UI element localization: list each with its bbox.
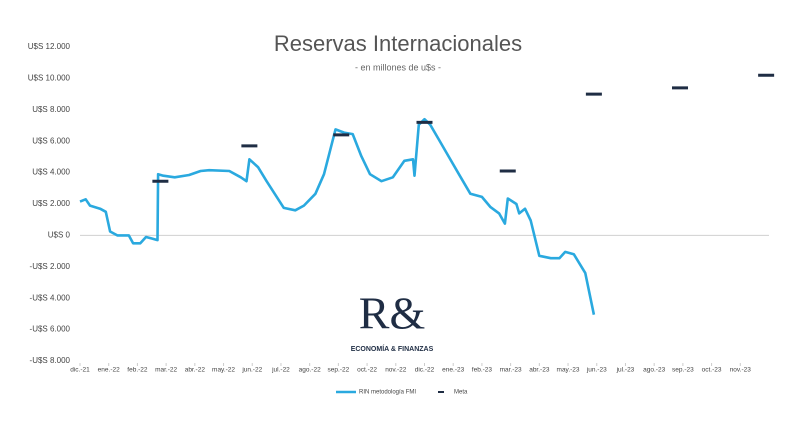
y-tick-label: U$S 8.000 — [32, 105, 70, 114]
x-tick-label: jun.-22 — [241, 367, 262, 374]
x-tick-label: abr.-23 — [529, 367, 550, 374]
x-tick-label: jun.-23 — [586, 367, 607, 374]
y-tick-label: U$S 6.000 — [32, 136, 70, 145]
x-tick-label: feb.-23 — [472, 367, 493, 374]
y-tick-label: -U$S 2.000 — [30, 262, 71, 271]
x-tick-label: oct.-22 — [357, 367, 377, 374]
watermark-mark: R& — [359, 288, 425, 339]
legend-label: RIN metodología FMI — [359, 390, 416, 396]
y-tick-label: -U$S 6.000 — [30, 325, 71, 334]
series-line — [79, 117, 596, 315]
x-tick-label: mar.-23 — [500, 367, 522, 374]
x-tick-label: oct.-23 — [702, 367, 722, 374]
y-tick-label: U$S 0 — [48, 231, 71, 240]
x-tick-label: mar.-22 — [155, 367, 177, 374]
chart-title: Reservas Internacionales — [274, 31, 522, 56]
x-tick-label: dic.-21 — [70, 367, 90, 374]
x-tick-label: dic.-22 — [415, 367, 435, 374]
watermark-text: ECONOMÍA & FINANZAS — [351, 344, 434, 353]
x-tick-label: may.-23 — [557, 367, 580, 374]
y-tick-label: U$S 2.000 — [32, 199, 70, 208]
y-tick-label: U$S 12.000 — [28, 42, 71, 51]
x-tick-label: may.-22 — [212, 367, 235, 374]
x-tick-label: abr.-22 — [185, 367, 206, 374]
x-tick-label: jul.-23 — [616, 367, 635, 374]
chart-subtitle: - en millones de u$s - — [355, 62, 441, 72]
x-tick-label: ene.-23 — [442, 367, 464, 374]
x-tick-label: sep.-23 — [672, 367, 694, 374]
x-tick-label: ago.-23 — [643, 367, 665, 374]
y-tick-label: -U$S 8.000 — [30, 356, 71, 365]
x-tick-label: feb.-22 — [127, 367, 148, 374]
y-tick-label: U$S 4.000 — [32, 168, 70, 177]
x-tick-label: jul.-22 — [271, 367, 290, 374]
y-tick-label: -U$S 4.000 — [30, 293, 71, 302]
x-tick-label: nov.-23 — [730, 367, 752, 374]
x-tick-label: ago.-22 — [299, 367, 321, 374]
x-tick-label: nov.-22 — [385, 367, 407, 374]
x-tick-label: sep.-22 — [328, 367, 350, 374]
y-tick-label: U$S 10.000 — [28, 74, 71, 83]
legend-label: Meta — [454, 390, 468, 396]
x-tick-label: ene.-22 — [98, 367, 120, 374]
